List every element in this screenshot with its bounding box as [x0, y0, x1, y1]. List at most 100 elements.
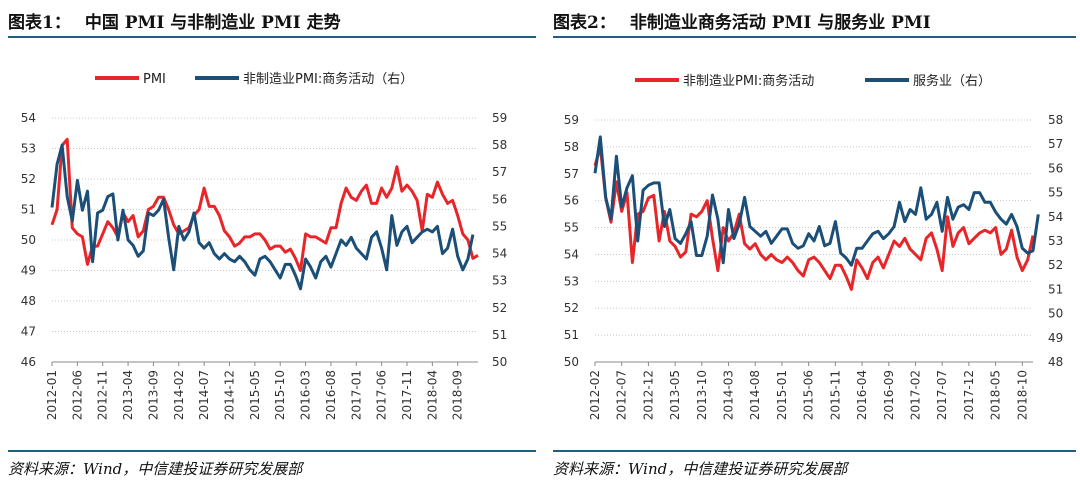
right-axis-tick-label: 56	[492, 192, 507, 206]
left-axis-tick-label: 50	[21, 233, 36, 247]
x-axis-tick-label: 2017-06	[375, 370, 389, 420]
figure-number: 图表1：	[8, 13, 71, 33]
source-divider	[553, 450, 1076, 452]
chart-svg: 46 47 48 49 50 51 52 53 54 50 51 52 53 54 55 56 57 58 59 20…	[21, 71, 508, 420]
x-axis-tick-label: 2015-06	[802, 370, 816, 420]
right-axis-tick-label: 52	[492, 301, 507, 315]
chart-svg: 50 51 52 53 54 55 56 57 58 59 48 49 50 51 52 53 54 55 56 57…	[564, 73, 1064, 420]
right-axis-tick-label: 51	[1048, 282, 1063, 296]
x-axis-tick-label: 2016-04	[855, 370, 869, 420]
x-axis-tick-label: 2018-09	[451, 370, 465, 420]
right-axis-tick-label: 53	[1048, 234, 1063, 248]
x-axis-tick-label: 2013-10	[695, 370, 709, 420]
x-axis-tick-label: 2014-08	[748, 370, 762, 420]
source-note: 资料来源：Wind，中信建投证券研究发展部	[553, 460, 848, 478]
left-axis-tick-label: 50	[564, 355, 579, 369]
x-axis-tick-label: 2013-09	[146, 370, 160, 420]
chart-title: 图表2： 非制造业商务活动 PMI 与服务业 PMI	[553, 8, 931, 33]
right-axis-tick-label: 55	[1048, 186, 1063, 200]
left-axis-tick-label: 53	[564, 274, 579, 288]
x-axis-tick-label: 2014-12	[223, 370, 237, 420]
chart-title: 图表1： 中国 PMI 与非制造业 PMI 走势	[8, 8, 341, 33]
right-axis-tick-label: 57	[1048, 137, 1063, 151]
left-axis-tick-label: 58	[564, 140, 579, 154]
x-axis-tick-label: 2012-06	[70, 370, 84, 420]
right-axis-tick-label: 58	[492, 138, 507, 152]
series-line-2	[593, 135, 1040, 267]
series-line-1	[593, 145, 1035, 291]
x-axis-tick-label: 2015-10	[273, 370, 287, 420]
left-axis-tick-label: 57	[564, 167, 579, 181]
x-axis-tick-label: 2018-10	[1015, 370, 1029, 420]
x-axis-tick-label: 2013-04	[121, 370, 135, 420]
chart-header: 图表2： 非制造业商务活动 PMI 与服务业 PMI	[553, 4, 1076, 38]
left-axis-tick-label: 51	[21, 203, 36, 217]
x-axis-tick-label: 2016-03	[299, 370, 313, 420]
left-axis-tick-label: 53	[21, 142, 36, 156]
left-axis-tick-label: 55	[564, 221, 579, 235]
legend-label: PMI	[143, 72, 166, 87]
left-axis-tick-label: 46	[21, 355, 36, 369]
right-axis-tick-label: 50	[1048, 307, 1063, 321]
right-axis-tick-label: 54	[1048, 210, 1063, 224]
chart-panel-left: 图表1： 中国 PMI 与非制造业 PMI 走势 46 47 48 49 50 51 52 53…	[8, 4, 536, 478]
right-axis-tick-label: 53	[492, 274, 507, 288]
source-note: 资料来源：Wind，中信建投证券研究发展部	[8, 460, 303, 478]
title-divider	[8, 36, 536, 38]
figure-title: 非制造业商务活动 PMI 与服务业 PMI	[629, 13, 931, 33]
chart-header: 图表1： 中国 PMI 与非制造业 PMI 走势	[8, 4, 536, 38]
right-axis-tick-label: 57	[492, 165, 507, 179]
right-axis-tick-label: 50	[492, 355, 507, 369]
x-axis-tick-label: 2015-01	[775, 370, 789, 420]
x-axis-tick-label: 2017-02	[908, 370, 922, 420]
right-axis-tick-label: 56	[1048, 161, 1063, 175]
title-divider	[553, 36, 1076, 38]
x-axis-tick-label: 2012-11	[96, 370, 110, 420]
right-axis-tick-label: 51	[492, 328, 507, 342]
x-axis-tick-label: 2017-11	[400, 370, 414, 420]
legend-label: 非制造业PMI:商务活动	[683, 73, 814, 89]
x-axis-tick-label: 2013-05	[668, 370, 682, 420]
right-axis-tick-label: 58	[1048, 113, 1063, 127]
left-axis-tick-label: 59	[564, 113, 579, 127]
figure-number: 图表2：	[553, 13, 616, 33]
right-axis-tick-label: 54	[492, 247, 507, 261]
left-axis-tick-label: 49	[21, 264, 36, 278]
x-axis-tick-label: 2012-12	[641, 370, 655, 420]
left-axis-tick-label: 52	[564, 301, 579, 315]
x-axis-tick-label: 2018-05	[989, 370, 1003, 420]
chart-panel-right: 图表2： 非制造业商务活动 PMI 与服务业 PMI 50 51 52 53 54 55 56…	[545, 0, 1080, 487]
x-axis-tick-label: 2012-07	[615, 370, 629, 420]
x-axis-tick-label: 2016-08	[324, 370, 338, 420]
series-line-2	[50, 143, 475, 291]
left-axis-tick-label: 56	[564, 194, 579, 208]
right-axis-tick-label: 52	[1048, 258, 1063, 272]
x-axis-tick-label: 2012-02	[588, 370, 602, 420]
left-axis-tick-label: 54	[21, 111, 36, 125]
series-line-1	[50, 137, 479, 272]
legend-label: 非制造业PMI:商务活动（右）	[243, 71, 413, 87]
left-axis-tick-label: 48	[21, 294, 36, 308]
x-axis-tick-label: 2012-01	[45, 370, 59, 420]
x-axis-tick-label: 2015-05	[248, 370, 262, 420]
x-axis-tick-label: 2016-09	[882, 370, 896, 420]
left-axis-tick-label: 52	[21, 172, 36, 186]
x-axis-tick-label: 2015-11	[828, 370, 842, 420]
figure-title: 中国 PMI 与非制造业 PMI 走势	[84, 13, 341, 33]
x-axis-tick-label: 2017-12	[962, 370, 976, 420]
right-axis-tick-label: 55	[492, 219, 507, 233]
x-axis-tick-label: 2014-03	[722, 370, 736, 420]
source-divider	[8, 450, 536, 452]
x-axis-tick-label: 2018-04	[425, 370, 439, 420]
right-axis-tick-label: 59	[492, 111, 507, 125]
x-axis-tick-label: 2017-01	[349, 370, 363, 420]
x-axis-tick-label: 2014-02	[172, 370, 186, 420]
right-axis-tick-label: 48	[1048, 355, 1063, 369]
left-axis-tick-label: 51	[564, 328, 579, 342]
x-axis-tick-label: 2017-07	[935, 370, 949, 420]
legend-label: 服务业（右）	[913, 73, 991, 89]
left-axis-tick-label: 54	[564, 247, 579, 261]
left-axis-tick-label: 47	[21, 325, 36, 339]
x-axis-tick-label: 2014-07	[197, 370, 211, 420]
right-axis-tick-label: 49	[1048, 331, 1063, 345]
